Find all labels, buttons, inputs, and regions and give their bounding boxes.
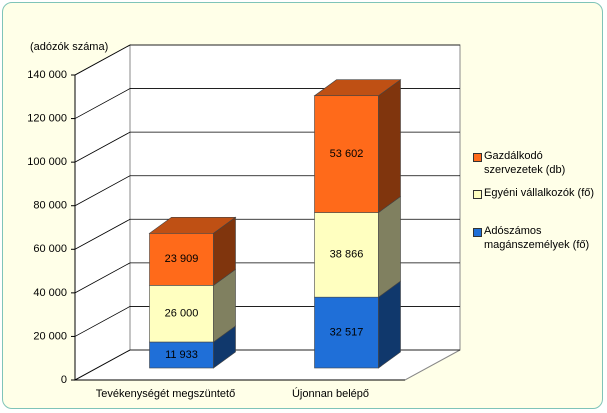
y-tick-label: 60 000 [33,243,67,255]
floor [74,349,461,381]
bar-segment [149,285,214,343]
y-tick-label: 40 000 [33,287,67,299]
y-tick-label: 120 000 [27,112,67,124]
legend-swatch [473,153,482,162]
x-tick-label: Újonnan belépő [292,387,369,400]
legend-label: Adószámos magánszemélyek (fő) [484,225,590,251]
bar-side [378,195,401,298]
legend-label: Egyéni vállalkozók (fő) [484,187,595,199]
bar-segment [314,296,379,369]
y-tick-label: 80 000 [33,200,67,212]
bar-segment [149,232,214,286]
legend-swatch [473,190,482,199]
bar-side [378,79,401,214]
x-tick-label: Tevékenységét megszüntető [96,388,235,400]
y-tick-label: 0 [61,374,67,386]
y-tick-label: 140 000 [27,69,67,81]
legend-label: Gazdálkodó szervezetek (db) [484,150,566,176]
value-label: 38 866 [330,249,364,261]
bar-segment [314,95,379,213]
value-label: 26 000 [165,308,199,320]
side-wall [74,44,131,381]
value-label: 32 517 [330,326,364,338]
bar-segment [314,212,379,298]
value-label: 11 933 [165,349,198,361]
bar-top [148,216,237,234]
value-label: 53 602 [330,148,364,160]
legend-swatch [473,228,482,237]
y-tick-label: 20 000 [33,330,67,342]
y-tick-label: 100 000 [27,156,67,168]
value-label: 23 909 [165,253,199,265]
grid-line [74,44,460,76]
bar-top [313,79,402,97]
y-axis-label: (adózók száma) [30,41,108,53]
